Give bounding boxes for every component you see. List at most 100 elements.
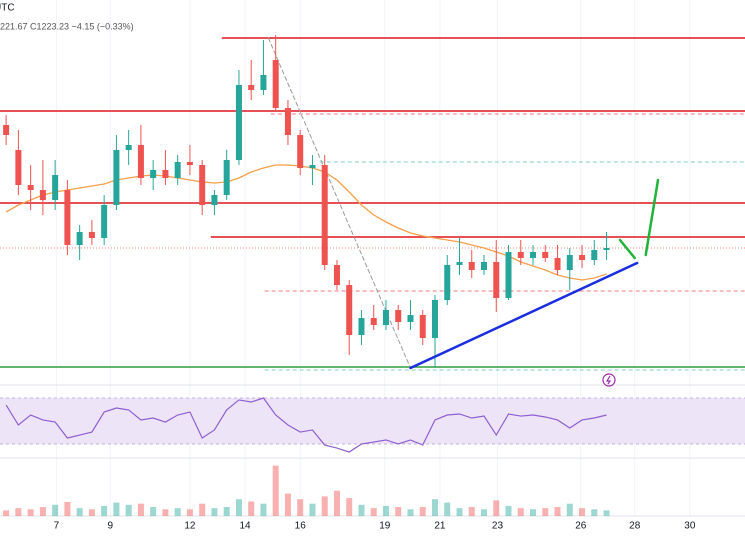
candle-body — [468, 262, 475, 270]
volume-bar — [530, 509, 537, 516]
x-tick-label: 23 — [492, 521, 504, 532]
volume-bar — [419, 507, 426, 516]
candle-body — [3, 125, 10, 135]
candle-body — [419, 315, 426, 338]
x-tick-label: 26 — [575, 521, 587, 532]
candle-body — [431, 300, 438, 338]
candle-body — [481, 262, 488, 270]
volume-bar — [260, 503, 267, 516]
volume-bar — [346, 498, 353, 516]
x-tick-label: 21 — [434, 521, 446, 532]
volume-bar — [382, 505, 389, 516]
candle-body — [162, 170, 169, 178]
volume-bar — [211, 508, 218, 516]
x-tick-label: 28 — [629, 521, 641, 532]
volume-bar — [358, 504, 365, 516]
candle-body — [579, 255, 586, 260]
volume-bar — [505, 505, 512, 516]
volume-bar — [309, 503, 316, 516]
candle-body — [603, 248, 610, 250]
volume-bar — [162, 509, 169, 516]
candle-body — [260, 75, 267, 90]
volume-bar — [603, 510, 610, 516]
candle-body — [591, 250, 598, 260]
candle-body — [174, 162, 181, 178]
volume-bar — [456, 508, 463, 516]
volume-bar — [468, 507, 475, 516]
candle-body — [530, 252, 537, 258]
candle-body — [211, 195, 218, 205]
volume-bar — [493, 500, 500, 516]
candle-body — [186, 162, 193, 165]
candle-body — [382, 310, 389, 325]
volume-bar — [174, 508, 181, 516]
candle-body — [395, 310, 402, 322]
volume-bar — [370, 508, 377, 516]
candle-body — [88, 232, 95, 238]
volume-bar — [39, 507, 46, 516]
swing-line — [267, 37, 411, 369]
candle-body — [370, 318, 377, 325]
candle-body — [554, 258, 561, 270]
volume-bar — [481, 509, 488, 516]
candle-body — [456, 262, 463, 265]
volume-bar — [125, 504, 132, 516]
volume-bar — [199, 503, 206, 516]
timezone: UTC — [0, 3, 15, 14]
ohlc-legend: 221.67 C1223.23 −4.15 (−0.33%) — [0, 21, 134, 31]
candle-body — [52, 175, 59, 200]
candle-body — [493, 262, 500, 298]
volume-bar — [113, 502, 120, 516]
volume-bar — [591, 509, 598, 516]
candle-body — [125, 145, 132, 150]
candle-body — [284, 108, 291, 135]
projection-arrow — [618, 238, 636, 260]
candle-body — [39, 190, 46, 200]
volume-bar — [186, 509, 193, 516]
candle-body — [113, 150, 120, 205]
volume-bar — [407, 509, 414, 516]
x-tick-label: 19 — [379, 521, 391, 532]
volume-bar — [431, 499, 438, 516]
x-tick-label: 12 — [184, 521, 196, 532]
candle-body — [444, 265, 451, 300]
volume-bar — [272, 465, 279, 516]
candle-body — [272, 60, 279, 108]
candle-body — [346, 285, 353, 335]
candle-body — [150, 170, 157, 178]
x-tick-label: 30 — [684, 521, 696, 532]
candle-body — [333, 265, 340, 285]
candle-body — [542, 252, 549, 258]
volume-bar — [579, 508, 586, 516]
rsi-band — [0, 398, 745, 444]
candle-body — [309, 165, 316, 168]
volume-bar — [3, 510, 10, 516]
candle-body — [223, 160, 230, 195]
volume-bar — [150, 507, 157, 516]
rsi-line — [5, 397, 607, 453]
candle-body — [407, 315, 414, 322]
volume-bar — [297, 499, 304, 516]
projection-arrow — [644, 178, 660, 257]
candle-body — [517, 252, 524, 258]
x-tick-label: 9 — [107, 521, 113, 532]
candle-body — [199, 165, 206, 205]
volume-bar — [566, 503, 573, 516]
trendline — [409, 261, 639, 370]
volume-bar — [76, 508, 83, 516]
volume-bar — [248, 501, 255, 516]
volume-bar — [517, 508, 524, 516]
candle-body — [235, 85, 242, 160]
candle-body — [358, 318, 365, 335]
volume-bar — [223, 507, 230, 516]
volume-bar — [27, 509, 34, 516]
candle-body — [297, 135, 304, 168]
candle-body — [101, 205, 108, 238]
candle-body — [137, 145, 144, 178]
candle-body — [15, 150, 22, 185]
candle-body — [27, 185, 34, 190]
volume-bar — [395, 507, 402, 516]
candle-body — [64, 190, 71, 245]
alert-icon — [602, 373, 616, 387]
